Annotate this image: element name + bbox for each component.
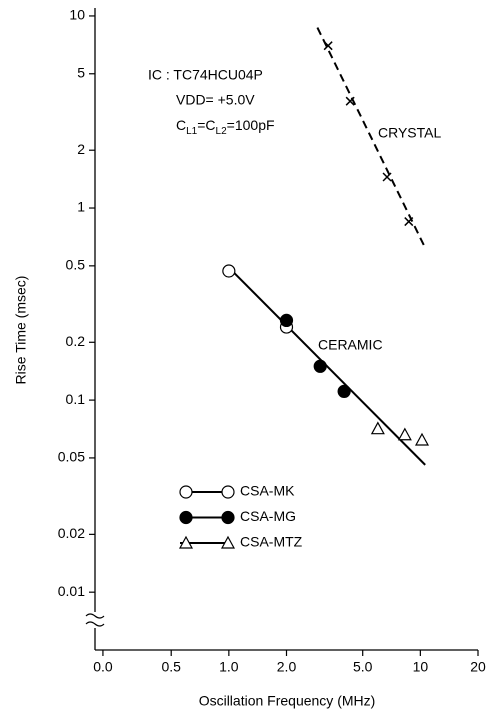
y-tick-label: 1: [77, 199, 85, 215]
x-tick-label: 5.0: [353, 659, 373, 675]
legend-marker: [221, 485, 235, 499]
marker: [337, 384, 351, 398]
marker: [397, 427, 412, 441]
legend-label: CSA-MK: [240, 483, 295, 499]
marker: [323, 41, 333, 51]
legend-label: CSA-MTZ: [240, 534, 303, 550]
y-axis-label: Rise Time (msec): [13, 276, 29, 385]
x-tick-label: 20: [470, 659, 486, 675]
legend-marker: [179, 485, 193, 499]
x-tick-label: 1.0: [219, 659, 239, 675]
annotation: VDD= +5.0V: [176, 92, 255, 108]
fit-line: [228, 266, 426, 466]
x-tick-label: 10: [413, 659, 429, 675]
x-tick-label: 0.5: [161, 659, 181, 675]
axis-break: [85, 613, 105, 627]
annotation: CERAMIC: [318, 337, 383, 353]
annotation-part: C: [176, 117, 186, 133]
marker: [382, 172, 392, 182]
x-tick-label: 0.0: [93, 659, 113, 675]
annotation-part: =C: [197, 117, 215, 133]
y-tick-label: 0.02: [58, 525, 85, 541]
y-tick-label: 2: [77, 141, 85, 157]
legend-marker: [179, 510, 193, 525]
y-tick-label: 0.1: [66, 391, 86, 407]
annotation-part: L2: [216, 126, 228, 137]
legend-label: CSA-MG: [240, 508, 296, 524]
marker: [345, 96, 355, 106]
annotation: IC : TC74HCU04P: [148, 67, 263, 83]
annotation-part: L1: [186, 126, 198, 137]
y-tick-label: 0.5: [66, 257, 86, 273]
legend-marker: [221, 510, 235, 525]
legend-marker: [220, 535, 236, 549]
annotation: CRYSTAL: [378, 125, 441, 141]
annotation-part: =100pF: [227, 117, 275, 133]
marker: [404, 217, 414, 227]
annotation: CL1=CL2=100pF: [176, 117, 275, 137]
legend-marker: [178, 535, 194, 549]
x-axis-label: Oscillation Frequency (MHz): [199, 693, 376, 709]
marker: [222, 264, 236, 278]
y-tick-label: 0.01: [58, 583, 85, 599]
fit-line: [316, 27, 427, 249]
marker: [414, 432, 430, 446]
y-tick-label: 0.2: [66, 333, 86, 349]
marker: [313, 359, 327, 373]
marker: [279, 313, 294, 327]
marker: [370, 421, 385, 435]
y-tick-label: 5: [77, 64, 85, 80]
x-tick-label: 2.0: [277, 659, 297, 675]
y-tick-label: 10: [69, 7, 85, 23]
y-tick-label: 0.05: [58, 449, 85, 465]
